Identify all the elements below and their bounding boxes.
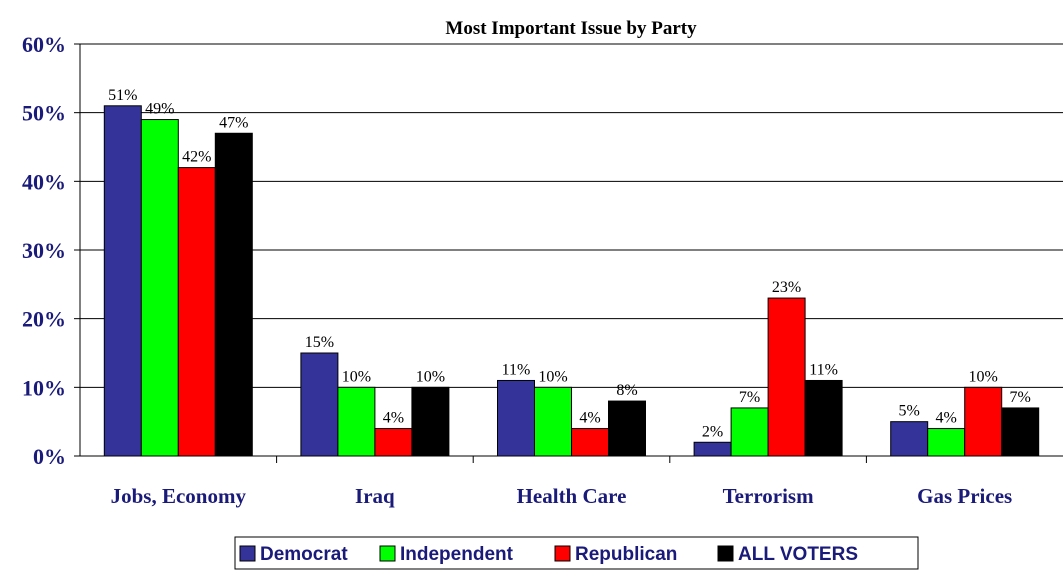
bar-democrat (497, 379, 535, 457)
legend-label: ALL VOTERS (738, 544, 858, 565)
bar-republican (177, 167, 216, 457)
bar-republican (374, 428, 413, 457)
data-label: 42% (182, 149, 211, 166)
bar-democrat (693, 441, 732, 457)
legend-label: Democrat (260, 544, 348, 565)
y-tick-label: 0% (33, 444, 66, 469)
axes (79, 44, 1063, 463)
bar-all-voters (804, 379, 843, 457)
bar-republican (571, 428, 609, 457)
bar-independent (730, 407, 769, 457)
legend-label: Independent (400, 544, 514, 565)
data-label: 4% (383, 410, 404, 427)
chart-title: Most Important Issue by Party (445, 18, 697, 39)
data-label: 10% (416, 368, 445, 385)
bars (103, 105, 1040, 457)
data-label: 4% (579, 410, 600, 427)
data-label: 15% (305, 334, 334, 351)
y-tick-label: 20% (22, 307, 66, 332)
y-tick-label: 60% (22, 32, 66, 57)
bar-democrat (890, 421, 929, 457)
legend: Democrat Independent Republican ALL VOTERS (234, 536, 919, 570)
data-label: 10% (342, 368, 371, 385)
bar-all-voters (411, 386, 450, 457)
y-axis-tick-labels: 0% 10% 20% 30% 40% 50% 60% (22, 32, 66, 469)
x-tick-label: Gas Prices (917, 484, 1012, 508)
data-label: 7% (739, 389, 760, 406)
bar-all-voters (214, 132, 253, 457)
legend-box (234, 536, 919, 570)
bar-independent (927, 428, 966, 457)
data-label: 47% (219, 114, 248, 131)
legend-swatch (239, 545, 256, 562)
data-label: 49% (145, 101, 174, 118)
data-label: 8% (616, 382, 637, 399)
bar-republican (964, 386, 1003, 457)
bar-all-voters (1001, 407, 1040, 457)
data-label: 7% (1010, 389, 1031, 406)
y-tick-label: 30% (22, 238, 66, 263)
data-label: 11% (502, 361, 531, 378)
data-labels: 51% 49% 42% 47% 15% 10% 4% 10% 11% 10% 4% 8% 2% 7% 23%… (108, 87, 1031, 440)
y-tick-label: 10% (22, 375, 66, 400)
legend-label: Republican (575, 544, 677, 565)
x-tick-label: Iraq (355, 484, 395, 508)
x-tick-label: Jobs, Economy (111, 484, 247, 508)
x-tick-label: Health Care (517, 484, 627, 508)
data-label: 2% (702, 423, 723, 440)
bar-all-voters (608, 400, 646, 457)
data-label: 5% (899, 403, 920, 420)
y-tick-label: 50% (22, 101, 66, 126)
data-label: 51% (108, 87, 137, 104)
data-label: 23% (772, 279, 801, 296)
y-tick-label: 40% (22, 169, 66, 194)
bar-independent (337, 386, 376, 457)
data-label: 11% (809, 361, 838, 378)
legend-swatch (717, 545, 734, 562)
bar-democrat (103, 105, 142, 457)
x-tick-label: Terrorism (723, 484, 814, 508)
data-label: 10% (969, 368, 998, 385)
x-axis-tick-labels: Jobs, Economy Iraq Health Care Terrorism Gas… (111, 484, 1013, 508)
legend-swatch (379, 545, 396, 562)
data-label: 10% (538, 368, 567, 385)
bar-republican (767, 297, 806, 457)
bar-democrat (300, 352, 339, 457)
bar-independent (140, 119, 179, 457)
data-label: 4% (936, 410, 957, 427)
legend-swatch (554, 545, 571, 562)
bar-independent (534, 386, 572, 457)
